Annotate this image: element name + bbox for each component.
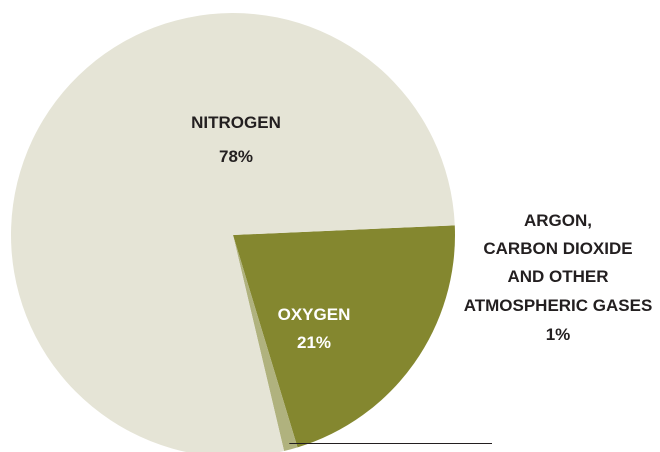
other-gases-label-line-1: ARGON, (524, 211, 592, 230)
nitrogen-value-label: 78% (219, 147, 253, 166)
nitrogen-label: NITROGEN (191, 113, 281, 132)
other-gases-label-line-4: ATMOSPHERIC GASES (464, 296, 653, 315)
pie-slice-oxygen (233, 225, 456, 448)
pie-slices (11, 13, 456, 452)
oxygen-label: OXYGEN (278, 305, 351, 324)
other-gases-value-label: 1% (546, 325, 571, 344)
oxygen-value-label: 21% (297, 333, 331, 352)
other-gases-label-line-2: CARBON DIOXIDE (483, 239, 632, 258)
other-gases-label-line-3: AND OTHER (507, 267, 608, 286)
pie-slice-argon (233, 235, 298, 452)
pie-slice-nitrogen (11, 13, 455, 452)
